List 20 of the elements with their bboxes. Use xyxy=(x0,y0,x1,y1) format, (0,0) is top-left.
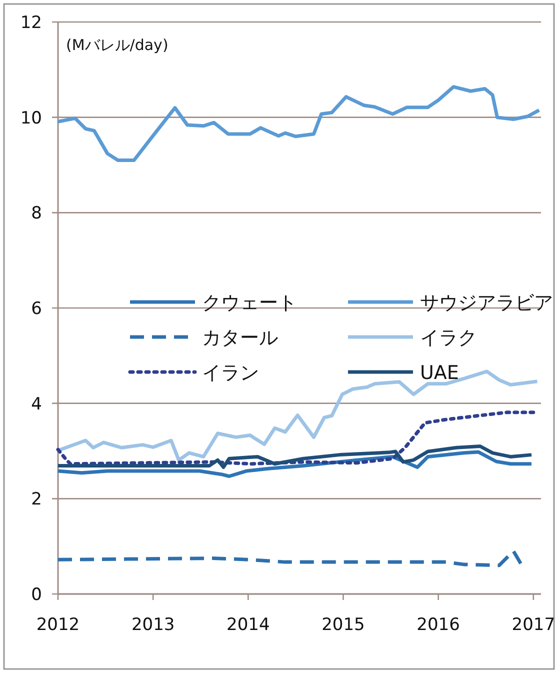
x-tick-label: 2015 xyxy=(322,615,365,635)
y-tick-label: 4 xyxy=(31,394,42,414)
y-tick-label: 10 xyxy=(20,108,42,128)
legend-label: イラク xyxy=(420,327,477,349)
x-tick-label: 2016 xyxy=(416,615,460,635)
legend-label: カタール xyxy=(202,327,278,349)
legend-label: クウェート xyxy=(202,292,297,314)
legend-label: サウジアラビア xyxy=(420,292,553,314)
y-tick-label: 2 xyxy=(31,490,42,510)
y-tick-label: 8 xyxy=(31,204,42,224)
legend-label: イラン xyxy=(202,362,259,384)
x-tick-label: 2014 xyxy=(226,615,270,635)
legend-label: UAE xyxy=(420,362,459,384)
x-tick-label: 2013 xyxy=(131,615,175,635)
x-tick-label: 2017 xyxy=(512,615,556,635)
y-axis-title: (Mバレル/day) xyxy=(66,36,168,54)
y-tick-label: 6 xyxy=(31,299,42,319)
x-tick-label: 2012 xyxy=(36,615,80,635)
y-tick-label: 12 xyxy=(20,13,42,33)
y-tick-label: 0 xyxy=(31,585,42,605)
